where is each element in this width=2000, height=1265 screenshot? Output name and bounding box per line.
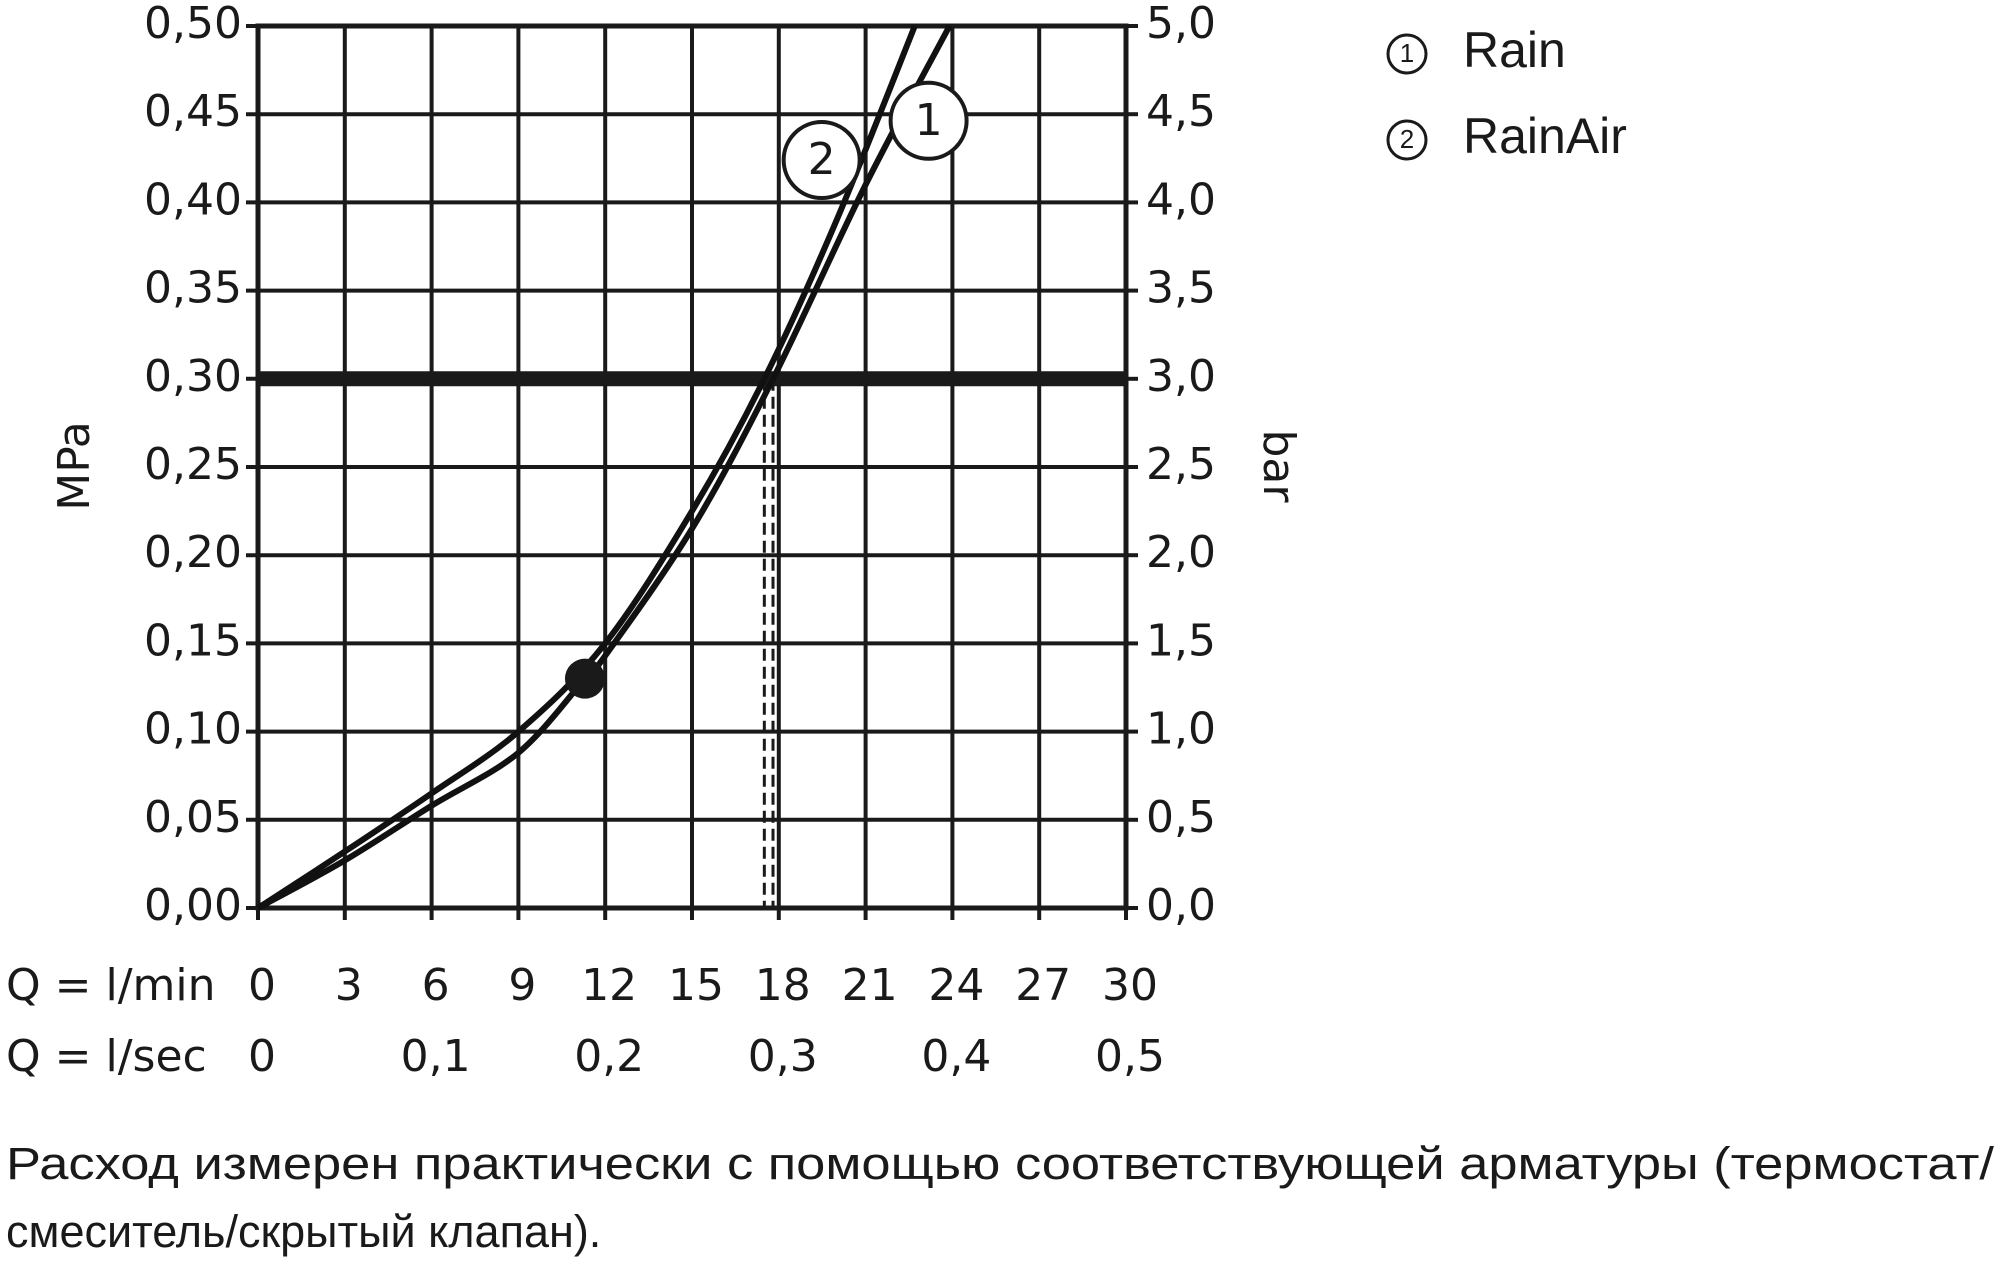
y2-tick-label: 3,0 [1146,351,1216,402]
y-tick-label: 0,05 [144,792,242,843]
y-tick-label: 0,20 [144,527,242,578]
y-axis-label: MPa [49,421,100,510]
legend-number: 2 [1400,124,1414,154]
x-tick-label: 30 [1102,960,1158,1011]
x-tick-label: 18 [755,960,811,1011]
y2-tick-label: 1,5 [1146,615,1216,666]
legend-label: Rain [1463,22,1566,78]
y2-tick-label: 4,0 [1146,174,1216,225]
x2-tick-label: 0 [248,1031,276,1082]
x2-tick-label: 0,3 [748,1031,818,1082]
y2-tick-label: 2,5 [1146,439,1216,490]
y-tick-label: 0,15 [144,615,242,666]
series-line [256,24,918,911]
y2-tick-label: 0,0 [1146,880,1216,931]
x2-tick-label: 0,5 [1095,1031,1165,1082]
y2-tick-label: 3,5 [1146,263,1216,314]
x-axis-label: Q = l/min [6,960,216,1011]
y-tick-label: 0,50 [144,0,242,49]
y-tick-label: 0,30 [144,351,242,402]
curve-label: 2 [808,134,836,185]
y2-axis-label: bar [1253,430,1304,504]
note: смеситель/скрытый клапан). [6,1206,601,1257]
y-tick-label: 0,10 [144,704,242,755]
y-tick-label: 0,40 [144,174,242,225]
note: Расход измерен практически с помощью соо… [6,1138,1995,1189]
y-tick-label: 0,25 [144,439,242,490]
curve-label: 1 [915,95,943,146]
x2-axis-label: Q = l/sec [6,1031,207,1082]
x-tick-label: 6 [422,960,450,1011]
y2-tick-label: 2,0 [1146,527,1216,578]
x-tick-label: 12 [581,960,637,1011]
x-tick-label: 0 [248,960,276,1011]
legend-circle [1386,119,1428,161]
y2-tick-label: 1,0 [1146,704,1216,755]
legend-number: 1 [1400,38,1414,68]
legend-circle [1386,33,1428,75]
y-tick-label: 0,00 [144,880,242,931]
x-tick-label: 15 [668,960,724,1011]
x-tick-label: 24 [928,960,984,1011]
operating-point [564,658,605,699]
y2-tick-label: 4,5 [1146,86,1216,137]
x-tick-label: 9 [508,960,536,1011]
y2-tick-label: 0,5 [1146,792,1216,843]
x-tick-label: 3 [335,960,363,1011]
y-tick-label: 0,45 [144,86,242,137]
x-tick-label: 27 [1015,960,1071,1011]
x2-tick-label: 0,2 [574,1031,644,1082]
y-tick-label: 0,35 [144,263,242,314]
series-line [256,24,953,911]
x2-tick-label: 0,4 [921,1031,991,1082]
x-tick-label: 21 [842,960,898,1011]
legend-label: RainAir [1463,108,1627,164]
curve-label-circle [781,120,862,201]
y2-tick-label: 5,0 [1146,0,1216,49]
x2-tick-label: 0,1 [401,1031,471,1082]
plot-frame [255,23,1129,911]
curve-label-circle [888,80,969,161]
